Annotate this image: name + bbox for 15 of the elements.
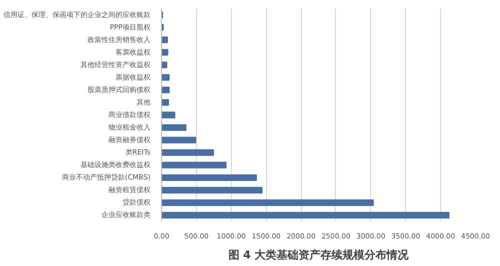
bar [162,186,262,194]
bar [162,136,196,144]
bar [162,36,168,44]
bar [162,99,169,106]
bar [162,149,214,156]
bar [162,124,186,131]
bar [162,86,170,94]
bar [162,74,170,81]
bar [162,174,257,181]
bar [162,212,450,219]
bar [162,49,168,56]
text: 图 4 大类基础资产存续规模分布情况 [228,248,410,262]
bar [162,162,227,168]
bar [162,112,176,118]
bar [162,199,374,206]
